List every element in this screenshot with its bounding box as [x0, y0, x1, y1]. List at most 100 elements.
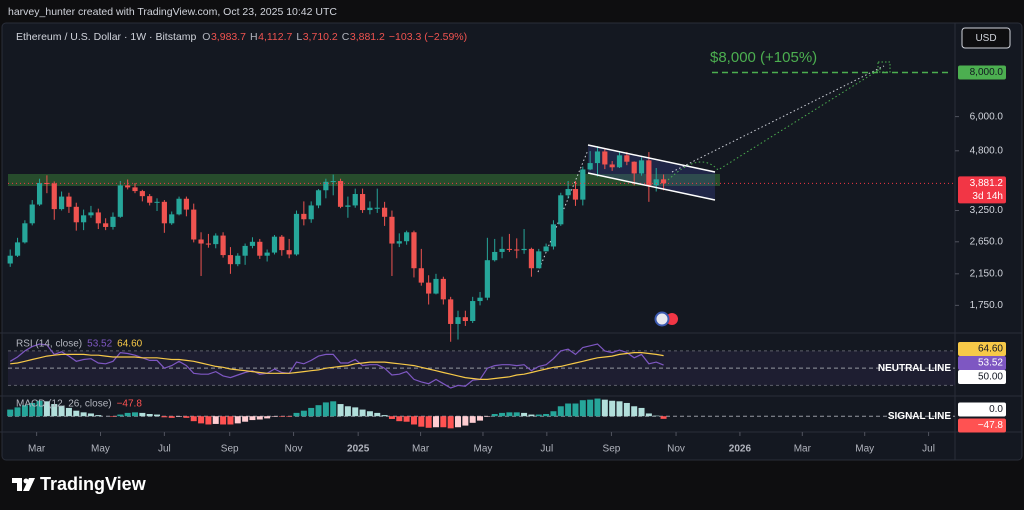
histogram-bar — [440, 416, 447, 428]
candle-body — [66, 196, 72, 207]
candle-body — [448, 299, 454, 324]
histogram-bar — [388, 416, 395, 419]
candle-body — [426, 282, 432, 294]
axis-label-box — [958, 355, 1006, 370]
histogram-bar — [65, 407, 72, 417]
histogram-bar — [7, 409, 14, 417]
currency[interactable]: USD — [975, 33, 996, 44]
candle-body — [220, 235, 226, 256]
histogram-bar — [653, 415, 660, 417]
candle-body — [536, 251, 542, 269]
candle-body — [484, 260, 490, 298]
histogram-bar — [322, 402, 329, 417]
histogram-bar — [205, 416, 212, 425]
candle-body — [352, 194, 358, 206]
readout-key: O — [202, 31, 210, 43]
readout-value: 3,983.7 — [211, 31, 246, 43]
candle-body — [345, 205, 351, 207]
candle-body — [58, 196, 65, 210]
candle-body — [433, 278, 439, 294]
candle-body — [528, 248, 535, 269]
histogram-bar — [425, 416, 432, 428]
pane-readout: −47.8 — [117, 399, 143, 410]
candle-body — [198, 239, 204, 244]
marks: 6,000.0 4,800.0 3,250.0 2,650.0 2,150.0 1,750… — [7, 31, 1006, 455]
currency-box[interactable] — [961, 27, 1011, 49]
candle-body — [249, 241, 256, 246]
histogram-bar — [300, 410, 307, 417]
currency-button[interactable]: USD — [961, 27, 1011, 49]
candle-body — [359, 194, 366, 211]
histogram-bar — [286, 416, 293, 417]
logo: TradingView — [12, 474, 147, 494]
histogram-bar — [645, 413, 652, 417]
histogram-bar — [154, 414, 161, 417]
candle-body — [147, 196, 153, 203]
histogram-bar — [381, 415, 388, 417]
axis-label-box — [958, 418, 1006, 433]
candle-body — [580, 169, 586, 200]
histogram-bar — [359, 409, 366, 417]
candle-body — [323, 181, 329, 191]
histogram-bar — [176, 416, 183, 417]
candle-body — [330, 181, 336, 183]
readout-value: 3,881.2 — [350, 31, 385, 43]
brand: TradingView — [40, 474, 147, 494]
rsi-line — [10, 352, 664, 380]
candle-body — [602, 151, 608, 165]
histogram-bar — [315, 405, 322, 417]
histogram-bar — [403, 416, 410, 422]
candle-body — [301, 213, 307, 220]
candle-body — [88, 212, 94, 216]
histogram-bar — [410, 416, 417, 425]
candle-body — [36, 182, 43, 205]
candle-body — [521, 248, 527, 251]
histogram-bar — [271, 416, 278, 417]
histogram-bar — [95, 415, 102, 417]
candle-body — [227, 255, 234, 265]
x-tick-label: 2025 — [347, 444, 370, 455]
candle-body — [161, 201, 167, 224]
candle-body — [543, 246, 549, 252]
histogram-bar — [51, 404, 58, 417]
chart-frame — [1, 22, 1023, 461]
histogram-bar — [660, 416, 667, 419]
x-tick-label: Mar — [28, 444, 46, 455]
candle-body — [235, 255, 241, 265]
readout-key: H — [250, 31, 258, 43]
histogram-bar — [278, 416, 285, 417]
histogram-bar — [616, 401, 623, 417]
histogram-bar — [242, 416, 249, 422]
axis-label: −47.8 — [978, 420, 1004, 431]
histogram-bar — [227, 416, 234, 425]
x-tick-label: Jul — [922, 444, 935, 455]
candle-body — [117, 185, 123, 217]
histogram-bar — [609, 400, 616, 417]
candle-body — [646, 160, 652, 186]
candle-body — [14, 242, 21, 256]
histogram-bar — [109, 416, 116, 417]
histogram-bar — [308, 407, 315, 417]
histogram-bar — [418, 416, 425, 427]
candle-body — [638, 160, 645, 174]
candle-body — [616, 155, 623, 168]
x-tick-label: 2026 — [729, 444, 752, 455]
histogram-bar — [58, 405, 65, 417]
candle-body — [624, 155, 630, 162]
candle-body — [132, 187, 138, 192]
countdown: 3d 14h — [972, 191, 1003, 202]
axis-label: 0.0 — [989, 404, 1003, 415]
candle-body — [169, 214, 175, 224]
candle-body — [205, 243, 212, 245]
candle-body — [308, 205, 314, 220]
target-label-box — [958, 65, 1006, 80]
histogram-bar — [29, 402, 36, 417]
histogram-bar — [484, 416, 491, 417]
candle-body — [455, 317, 461, 324]
x-tick-label: Mar — [794, 444, 812, 455]
histogram-bar — [638, 407, 645, 417]
candle-body — [337, 181, 344, 207]
histogram-bar — [168, 416, 175, 418]
histogram-bar — [557, 406, 564, 417]
pane-readout: 64.60 — [117, 339, 142, 350]
